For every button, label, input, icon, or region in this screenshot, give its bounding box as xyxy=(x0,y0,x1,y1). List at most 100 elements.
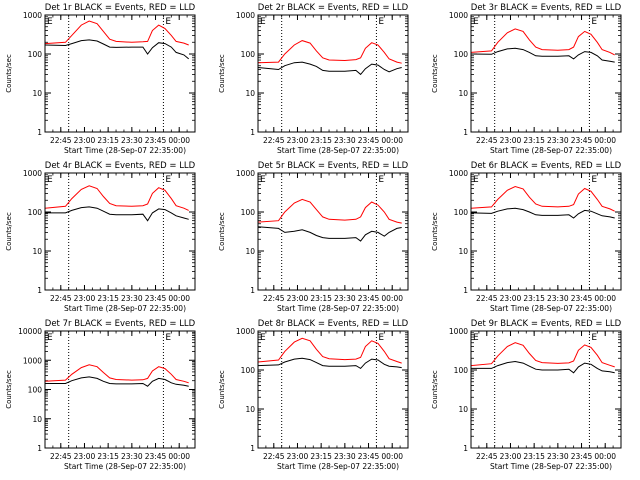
x-tick-label: 23:15 xyxy=(97,452,119,461)
x-tick-label: 22:45 xyxy=(50,294,72,303)
detector-panel-6: Det 6r BLACK = Events, RED = LLD Counts/s… xyxy=(431,161,622,313)
x-tick-label: 23:30 xyxy=(121,294,143,303)
panel-title: Det 6r BLACK = Events, RED = LLD xyxy=(471,161,622,171)
y-tick-label: 10 xyxy=(245,89,255,98)
events-series-line xyxy=(470,47,615,63)
panel-title: Det 7r BLACK = Events, RED = LLD xyxy=(45,319,196,329)
x-tick-label: 23:15 xyxy=(523,136,545,145)
panel-title: Det 9r BLACK = Events, RED = LLD xyxy=(471,319,622,329)
corner-mark: E xyxy=(260,333,266,343)
plot-frame xyxy=(257,330,409,449)
panel-title: Det 3r BLACK = Events, RED = LLD xyxy=(471,3,622,13)
x-tick-label: 23:30 xyxy=(121,136,143,145)
plot-frame xyxy=(44,172,196,291)
y-tick-label: 10000 xyxy=(18,327,42,336)
x-tick-label: 23:15 xyxy=(97,294,119,303)
x-tick-label: 00:00 xyxy=(168,294,190,303)
detector-panel-5: Det 5r BLACK = Events, RED = LLD Counts/s… xyxy=(218,161,409,313)
corner-mark: E xyxy=(378,175,384,185)
detector-panel-7: Det 7r BLACK = Events, RED = LLD Counts/s… xyxy=(5,319,196,471)
detector-panel-9: Det 9r BLACK = Events, RED = LLD Counts/s… xyxy=(431,319,622,471)
x-tick-label: 23:30 xyxy=(547,136,569,145)
x-tick-label: 23:30 xyxy=(334,452,356,461)
y-tick-label: 1 xyxy=(463,128,468,137)
corner-mark: E xyxy=(473,333,479,343)
x-tick-label: 23:30 xyxy=(334,136,356,145)
y-axis-label: Counts/sec xyxy=(431,54,439,93)
x-tick-label: 22:45 xyxy=(476,294,498,303)
corner-mark: E xyxy=(165,175,171,185)
plot-frame xyxy=(470,14,622,133)
y-tick-label: 1000 xyxy=(23,169,42,178)
x-tick-label: 23:00 xyxy=(500,294,522,303)
x-tick-label: 23:00 xyxy=(74,136,96,145)
events-series-line xyxy=(470,207,615,219)
x-tick-label: 23:45 xyxy=(145,294,167,303)
corner-mark: E xyxy=(165,333,171,343)
x-tick-label: 23:45 xyxy=(571,136,593,145)
y-tick-label: 1 xyxy=(463,444,468,453)
x-tick-label: 23:15 xyxy=(523,294,545,303)
y-tick-label: 10 xyxy=(245,405,255,414)
lld-series-line xyxy=(470,185,615,212)
lld-series-line xyxy=(470,342,615,368)
y-tick-label: 1000 xyxy=(236,327,255,336)
detector-panel-3: Det 3r BLACK = Events, RED = LLD Counts/s… xyxy=(431,3,622,155)
y-tick-label: 1000 xyxy=(23,11,42,20)
x-tick-label: 00:00 xyxy=(381,294,403,303)
plot-frame xyxy=(257,14,409,133)
x-tick-label: 22:45 xyxy=(476,136,498,145)
y-tick-label: 10 xyxy=(32,415,42,424)
y-tick-label: 100 xyxy=(454,208,469,217)
x-tick-label: 22:45 xyxy=(50,452,72,461)
y-tick-label: 1 xyxy=(37,128,42,137)
x-tick-label: 23:45 xyxy=(358,452,380,461)
x-axis-label: Start Time (28-Sep-07 22:35:00) xyxy=(490,146,612,155)
corner-mark: E xyxy=(165,17,171,27)
y-tick-label: 1000 xyxy=(449,11,468,20)
corner-mark: E xyxy=(47,175,53,185)
x-tick-label: 23:15 xyxy=(523,452,545,461)
detector-panel-4: Det 4r BLACK = Events, RED = LLD Counts/s… xyxy=(5,161,196,313)
plot-frame xyxy=(44,330,196,449)
y-tick-label: 1000 xyxy=(449,169,468,178)
x-tick-label: 22:45 xyxy=(263,294,285,303)
x-axis-label: Start Time (28-Sep-07 22:35:00) xyxy=(490,462,612,471)
y-tick-label: 10 xyxy=(32,89,42,98)
lld-series-line xyxy=(257,40,402,64)
panel-title: Det 2r BLACK = Events, RED = LLD xyxy=(258,3,409,13)
x-axis-label: Start Time (28-Sep-07 22:35:00) xyxy=(64,462,186,471)
events-series-line xyxy=(471,360,615,374)
corner-mark: E xyxy=(260,17,266,27)
x-tick-label: 22:45 xyxy=(263,136,285,145)
y-tick-label: 1000 xyxy=(23,356,42,365)
corner-mark: E xyxy=(378,333,384,343)
x-tick-label: 23:30 xyxy=(334,294,356,303)
corner-mark: E xyxy=(260,175,266,185)
y-tick-label: 100 xyxy=(28,50,43,59)
events-series-line xyxy=(257,61,402,76)
corner-mark: E xyxy=(591,333,597,343)
y-axis-label: Counts/sec xyxy=(218,212,226,251)
y-tick-label: 10 xyxy=(32,247,42,256)
corner-mark: E xyxy=(591,175,597,185)
events-series-line xyxy=(257,226,402,242)
detector-panel-2: Det 2r BLACK = Events, RED = LLD Counts/s… xyxy=(218,3,409,155)
x-tick-label: 23:00 xyxy=(74,294,96,303)
x-axis-label: Start Time (28-Sep-07 22:35:00) xyxy=(64,146,186,155)
x-axis-label: Start Time (28-Sep-07 22:35:00) xyxy=(490,304,612,313)
lld-series-line xyxy=(470,28,615,56)
y-tick-label: 1000 xyxy=(236,11,255,20)
y-tick-label: 10 xyxy=(245,247,255,256)
x-tick-label: 23:00 xyxy=(287,294,309,303)
y-tick-label: 100 xyxy=(241,50,256,59)
y-axis-label: Counts/sec xyxy=(431,370,439,409)
x-tick-label: 23:45 xyxy=(358,294,380,303)
x-tick-label: 23:45 xyxy=(358,136,380,145)
x-tick-label: 00:00 xyxy=(381,452,403,461)
plot-frame xyxy=(470,330,622,449)
x-tick-label: 23:15 xyxy=(310,452,332,461)
x-tick-label: 23:00 xyxy=(287,452,309,461)
y-tick-label: 10 xyxy=(458,247,468,256)
